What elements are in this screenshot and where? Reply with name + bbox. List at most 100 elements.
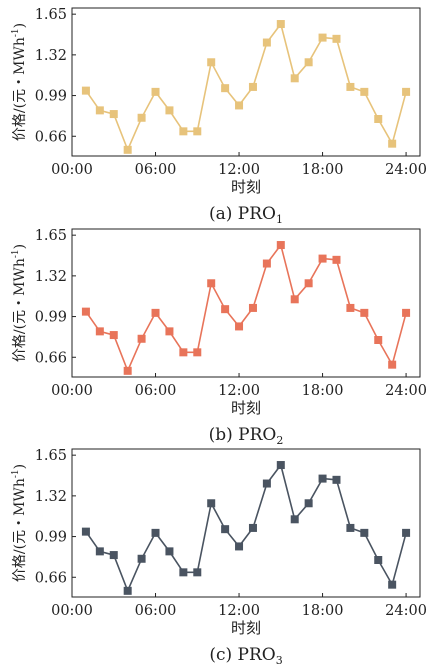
data-point <box>207 58 216 67</box>
data-point <box>179 348 188 357</box>
y-tick-label: 1.32 <box>35 489 67 505</box>
x-tick-label: 12:00 <box>218 383 260 399</box>
data-point <box>276 241 285 250</box>
chart-panel-c: 0.66 0.99 1.32 1.65 00:00 06:00 12:00 18:00 24:0… <box>11 448 427 665</box>
y-axis-label-sup: -1 <box>11 249 21 258</box>
y-axis-label-sup: -1 <box>11 469 21 478</box>
x-tick-label: 06:00 <box>135 383 177 399</box>
data-point <box>304 499 313 508</box>
data-point <box>123 366 132 375</box>
y-tick-label: 1.32 <box>35 48 67 64</box>
y-axis-label-close: ) <box>12 23 28 28</box>
data-point <box>235 101 244 110</box>
data-point <box>388 580 397 589</box>
x-axis-label: 时刻 <box>231 399 261 417</box>
panel-caption-sub: 2 <box>276 434 283 447</box>
data-point <box>193 348 202 357</box>
data-point <box>276 461 285 470</box>
data-point <box>304 279 313 288</box>
x-tick-label: 24:00 <box>385 383 427 399</box>
data-point <box>193 568 202 577</box>
data-point <box>179 568 188 577</box>
data-point <box>165 327 174 336</box>
data-point <box>151 87 160 96</box>
data-point <box>207 499 216 508</box>
y-tick-label: 0.66 <box>35 129 67 145</box>
y-tick-label: 1.65 <box>35 228 67 244</box>
data-point <box>95 547 104 556</box>
data-point <box>221 305 230 314</box>
data-point <box>95 327 104 336</box>
data-point <box>248 82 257 91</box>
data-point <box>346 303 355 312</box>
series-line <box>85 22 407 152</box>
data-point <box>262 259 271 268</box>
y-axis-label: 价格/(元・MWh-1) <box>11 23 28 141</box>
data-point <box>290 295 299 304</box>
data-point <box>179 127 188 136</box>
data-point <box>248 523 257 532</box>
y-tick-label: 0.99 <box>35 89 67 105</box>
chart-panel-a: 0.66 0.99 1.32 1.65 00:00 06:00 12:00 18:00 24:0… <box>11 7 427 226</box>
series-line <box>85 463 407 593</box>
panel-caption-main: (b) PRO <box>209 425 277 445</box>
data-point <box>137 554 146 563</box>
axes-frame <box>71 7 421 157</box>
x-tick-label: 24:00 <box>385 603 427 619</box>
data-point <box>207 279 216 288</box>
data-point <box>221 84 230 93</box>
data-point <box>123 586 132 595</box>
data-point <box>402 87 411 96</box>
y-axis-label-close: ) <box>12 464 28 469</box>
x-tick-label: 12:00 <box>218 162 260 178</box>
x-tick-label: 00:00 <box>51 162 93 178</box>
data-point <box>304 58 313 67</box>
panel-caption-sub: 1 <box>276 213 283 226</box>
y-axis-label-main: 价格/(元・MWh <box>12 258 28 362</box>
y-axis-label: 价格/(元・MWh-1) <box>11 244 28 362</box>
data-point <box>290 74 299 83</box>
x-tick-label: 18:00 <box>302 603 344 619</box>
data-point <box>318 254 327 263</box>
x-tick-label: 12:00 <box>218 603 260 619</box>
y-axis-label-main: 价格/(元・MWh <box>12 478 28 582</box>
x-tick-label: 18:00 <box>302 383 344 399</box>
data-point <box>137 334 146 343</box>
data-point <box>374 336 383 344</box>
data-point <box>346 82 355 91</box>
data-point <box>235 322 244 331</box>
data-point <box>360 87 369 96</box>
data-point <box>388 139 397 148</box>
panel-caption-sub: 3 <box>276 654 283 665</box>
y-axis-label-main: 价格/(元・MWh <box>12 37 28 141</box>
panel-caption: (b) PRO2 <box>209 425 284 447</box>
data-point <box>137 113 146 122</box>
data-point <box>402 528 411 537</box>
data-point <box>332 475 341 484</box>
y-axis-label-sup: -1 <box>11 28 21 37</box>
data-point <box>81 527 90 536</box>
y-tick-label: 1.65 <box>35 7 67 23</box>
data-point <box>374 115 383 123</box>
data-point <box>95 106 104 115</box>
data-point <box>332 255 341 264</box>
data-point <box>318 474 327 483</box>
data-point <box>221 525 230 534</box>
data-point <box>81 307 90 316</box>
y-tick-label: 0.99 <box>35 310 67 326</box>
data-point <box>402 308 411 317</box>
data-point <box>318 33 327 42</box>
data-point <box>109 551 118 560</box>
y-tick-label: 0.99 <box>35 530 67 546</box>
data-point <box>109 331 118 340</box>
y-tick-label: 1.65 <box>35 448 67 464</box>
chart-panel-b: 0.66 0.99 1.32 1.65 00:00 06:00 12:00 18:00 24:0… <box>11 228 427 447</box>
x-tick-label: 00:00 <box>51 383 93 399</box>
x-tick-label: 06:00 <box>135 162 177 178</box>
axes-frame <box>71 228 421 378</box>
y-tick-label: 0.66 <box>35 350 67 366</box>
data-point <box>360 528 369 537</box>
data-point <box>193 127 202 136</box>
data-point <box>290 515 299 524</box>
x-tick-label: 06:00 <box>135 603 177 619</box>
